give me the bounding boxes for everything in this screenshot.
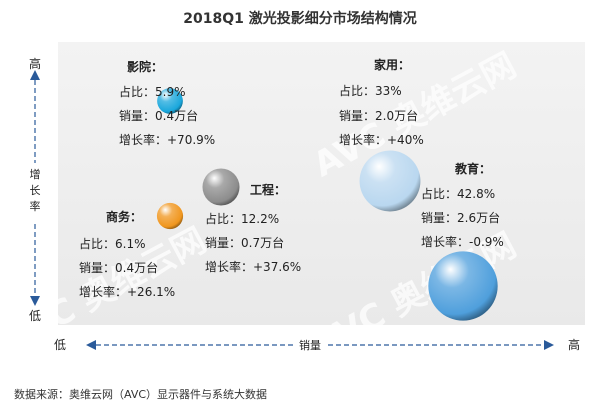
bubble-3	[202, 168, 240, 206]
point-value-label: 增长率：+26.1%	[79, 284, 175, 299]
chart-title: 2018Q1 激光投影细分市场结构情况	[183, 11, 417, 27]
bubbles	[156, 88, 498, 321]
y-axis-title-char: 长	[30, 184, 41, 197]
point-value-label: 增长率：+70.9%	[119, 132, 215, 147]
point-value-label: 占比：42.8%	[421, 186, 495, 201]
x-axis-low-label: 低	[54, 338, 66, 352]
bubble-5	[428, 251, 498, 321]
x-axis-title-bg	[293, 337, 327, 353]
point-name-label: 教育：	[454, 161, 491, 176]
point-value-label: 占比：12.2%	[205, 211, 279, 226]
point-value-label: 增长率：+37.6%	[205, 259, 301, 274]
point-value-label: 增长率：-0.9%	[421, 234, 504, 249]
y-axis-title-char: 增	[30, 167, 41, 181]
x-axis-arrow-right	[544, 340, 554, 350]
point-labels: 影院：占比：5.9%销量：0.4万台增长率：+70.9%家用：占比：33%销量：…	[79, 57, 504, 299]
y-axis-low-label: 低	[29, 309, 41, 323]
bubble-1	[157, 88, 183, 114]
plot-area	[58, 42, 585, 325]
point-value-label: 销量：0.7万台	[205, 235, 284, 250]
data-source-note: 数据来源：奥维云网（AVC）显示器件与系统大数据	[14, 388, 268, 401]
y-axis-arrow-up	[30, 70, 40, 80]
y-axis-arrow-down	[30, 296, 40, 306]
point-value-label: 销量：0.4万台	[79, 260, 158, 275]
x-axis-title: 销量	[299, 338, 321, 352]
point-value-label: 销量：0.4万台	[119, 108, 198, 123]
point-value-label: 销量：2.6万台	[421, 210, 500, 225]
x-axis-arrow-left	[86, 340, 96, 350]
point-value-label: 销量：2.0万台	[339, 108, 418, 123]
point-value-label: 占比：6.1%	[79, 236, 146, 251]
point-name-label: 商务：	[106, 209, 142, 224]
point-value-label: 占比：33%	[339, 83, 402, 98]
y-axis-title-bg	[27, 163, 43, 221]
point-name-label: 工程：	[250, 182, 286, 197]
bubble-2	[359, 150, 421, 212]
point-value-label: 占比：5.9%	[119, 84, 186, 99]
x-axis-high-label: 高	[568, 337, 580, 352]
point-name-label: 家用：	[374, 57, 410, 72]
point-value-label: 增长率：+40%	[339, 132, 424, 147]
y-axis-title-char: 率	[30, 199, 41, 213]
y-axis-high-label: 高	[29, 56, 41, 71]
bubble-4	[156, 202, 184, 230]
point-name-label: 影院：	[127, 59, 163, 74]
